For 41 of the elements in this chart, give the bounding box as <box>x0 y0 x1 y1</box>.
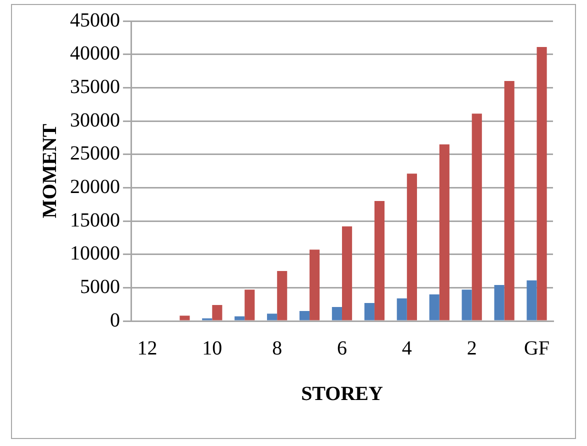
x-tick-label: 4 <box>402 337 412 360</box>
bar <box>439 144 450 320</box>
bar <box>267 314 278 320</box>
y-tick-label: 25000 <box>70 142 120 165</box>
y-tick-label: 35000 <box>70 76 120 98</box>
y-tick-label: 45000 <box>70 9 120 32</box>
bar <box>310 250 320 320</box>
x-tick-label: 8 <box>272 337 282 360</box>
bar <box>299 311 310 320</box>
y-axis-title: MOMENT <box>39 123 62 218</box>
bar <box>212 305 222 320</box>
y-tick-label: 5000 <box>80 276 120 298</box>
bar <box>332 307 342 320</box>
bar <box>494 285 504 320</box>
y-tick-label: 15000 <box>70 209 120 232</box>
bar <box>180 316 190 320</box>
bar <box>234 316 245 320</box>
y-tick-label: 0 <box>110 309 120 332</box>
bar <box>406 174 417 320</box>
x-tick-label: GF <box>524 337 550 360</box>
bar <box>462 290 472 320</box>
x-tick-label: 6 <box>337 337 347 360</box>
bar <box>504 81 514 320</box>
bar <box>472 114 482 320</box>
y-tick-label: 20000 <box>70 176 120 198</box>
y-tick-label: 30000 <box>70 109 120 132</box>
bar <box>374 201 385 320</box>
bar <box>526 280 537 320</box>
x-tick-label: 10 <box>202 337 222 360</box>
bar <box>396 298 407 320</box>
bar <box>342 226 352 320</box>
y-tick-label: 10000 <box>70 242 120 265</box>
bar <box>277 271 288 320</box>
bar <box>364 303 374 320</box>
bar <box>244 290 255 320</box>
x-tick-label: 12 <box>137 337 158 360</box>
bar <box>536 47 547 320</box>
bar <box>429 294 440 320</box>
y-tick-label: 40000 <box>70 42 120 65</box>
x-tick-label: 2 <box>466 337 477 360</box>
x-axis-title: STOREY <box>301 383 384 406</box>
